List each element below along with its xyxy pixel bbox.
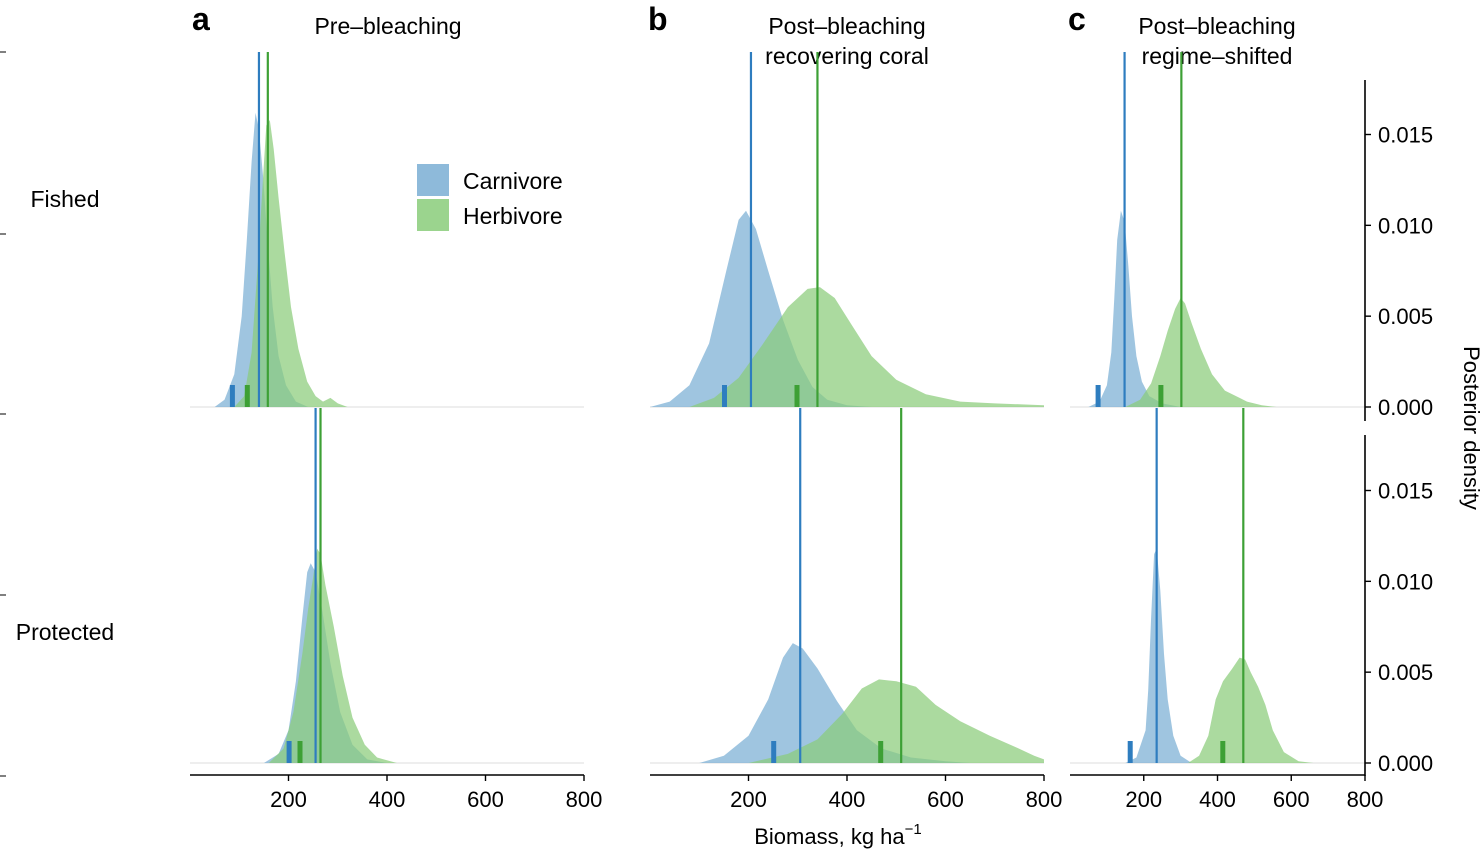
interval-mark-herbivore (297, 741, 303, 763)
panel-c-protected (1070, 408, 1365, 764)
y-axis-title: Posterior density (1459, 346, 1484, 510)
density-area-herbivore (748, 679, 1044, 763)
row-label-fished: Fished (30, 186, 99, 212)
y-tick-label-fished: 0.000 (1378, 395, 1433, 420)
panel-title-b-line1: Post–bleaching (768, 13, 925, 39)
y-tick-label-protected: 0.000 (1378, 751, 1433, 776)
axes (190, 80, 1366, 776)
y-tick-label-protected: 0.005 (1378, 660, 1433, 685)
y-tick-label-fished: 0.005 (1378, 304, 1433, 329)
legend: Carnivore Herbivore (417, 164, 563, 231)
density-area-carnivore (1125, 548, 1192, 763)
x-tick-label-a: 200 (270, 787, 307, 812)
density-area-carnivore (650, 210, 872, 407)
y-tick-label-protected: 0.010 (1378, 569, 1433, 594)
panel-letter-a: a (192, 1, 210, 37)
panel-a-protected (190, 408, 584, 764)
legend-swatch-carnivore (417, 164, 449, 196)
interval-mark-carnivore (1095, 385, 1101, 407)
x-tick-label-c: 600 (1273, 787, 1310, 812)
legend-label-carnivore: Carnivore (463, 168, 563, 194)
y-tick-label-fished: 0.015 (1378, 123, 1433, 148)
x-axis-title-superscript: −1 (905, 821, 922, 838)
x-axis-title: Biomass, kg ha−1 (754, 821, 922, 849)
density-area-herbivore (234, 120, 348, 407)
x-tick-label-b: 800 (1026, 787, 1063, 812)
y-tick-label-protected: 0.015 (1378, 479, 1433, 504)
x-tick-label-c: 800 (1347, 787, 1384, 812)
x-axis-title-text: Biomass, kg ha (754, 824, 905, 849)
interval-mark-carnivore (229, 385, 235, 407)
x-tick-label-c: 400 (1199, 787, 1236, 812)
density-area-herbivore (268, 548, 397, 763)
density-plots (190, 52, 1365, 764)
panel-a-fished (190, 52, 584, 408)
interval-mark-carnivore (1127, 741, 1133, 763)
panel-title-b-line2: recovering coral (765, 43, 929, 69)
interval-mark-herbivore (794, 385, 800, 407)
panel-b-fished (650, 52, 1044, 408)
panel-letter-c: c (1068, 1, 1086, 37)
interval-mark-carnivore (286, 741, 292, 763)
x-tick-label-a: 400 (369, 787, 406, 812)
x-tick-label-a: 800 (566, 787, 603, 812)
panel-letter-b: b (648, 1, 668, 37)
interval-mark-carnivore (722, 385, 727, 407)
x-tick-label-a: 600 (467, 787, 504, 812)
density-area-herbivore (1125, 298, 1277, 407)
panel-title-c-line2: regime–shifted (1142, 43, 1293, 69)
legend-label-herbivore: Herbivore (463, 203, 563, 229)
y-ticks: 0.000 0.005 0.010 0.015 0.000 0.005 0.010 0.015 (1365, 123, 1433, 776)
density-area-herbivore (1188, 657, 1314, 763)
left-edge-ticks (0, 51, 6, 777)
interval-mark-herbivore (1158, 385, 1164, 407)
row-label-protected: Protected (16, 619, 114, 645)
interval-mark-herbivore (1220, 741, 1226, 763)
panel-c-fished (1070, 52, 1365, 408)
interval-mark-herbivore (878, 741, 884, 763)
x-tick-label-c: 200 (1125, 787, 1162, 812)
x-tick-label-b: 600 (927, 787, 964, 812)
interval-mark-herbivore (244, 385, 250, 407)
x-tick-label-b: 400 (829, 787, 866, 812)
panel-title-a: Pre–bleaching (314, 13, 461, 39)
density-area-carnivore (699, 643, 971, 763)
x-ticks: 200 400 600 800 200 400 600 800 200 400 600 800 (270, 775, 1383, 812)
density-area-carnivore (1088, 210, 1181, 407)
panel-b-protected (650, 408, 1044, 764)
panel-title-c-line1: Post–bleaching (1138, 13, 1295, 39)
x-tick-label-b: 200 (730, 787, 767, 812)
density-area-herbivore (689, 287, 1044, 407)
legend-swatch-herbivore (417, 199, 449, 231)
interval-mark-carnivore (771, 741, 777, 763)
y-tick-label-fished: 0.010 (1378, 213, 1433, 238)
